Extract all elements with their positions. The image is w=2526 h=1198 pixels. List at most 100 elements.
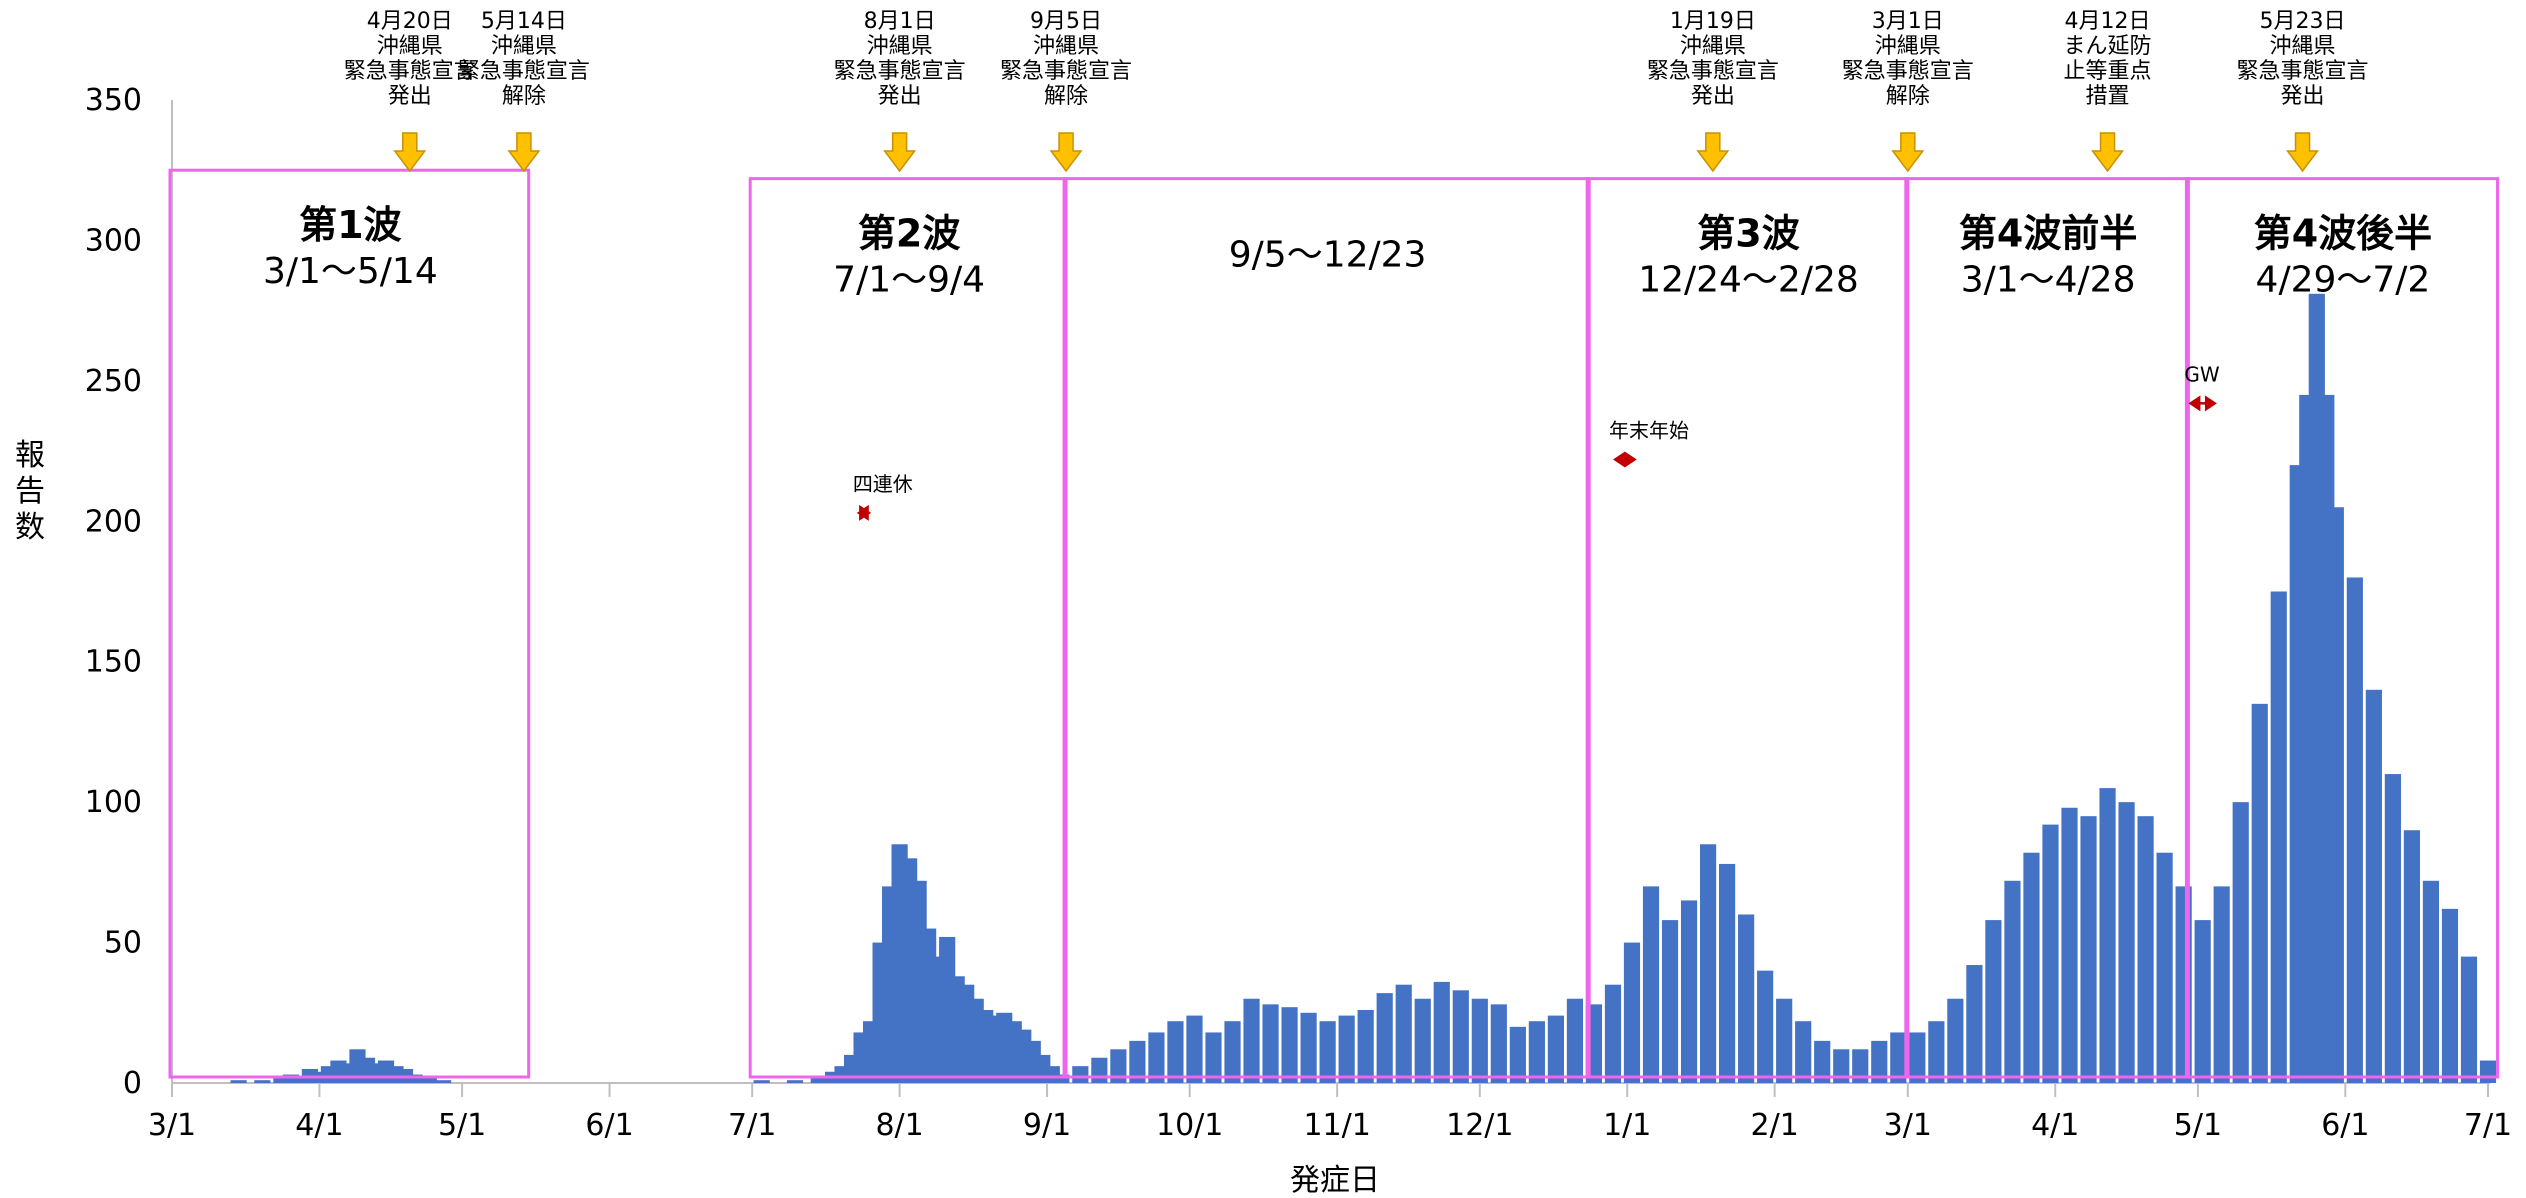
bar xyxy=(1319,1021,1336,1083)
bar xyxy=(1110,1049,1127,1083)
bar xyxy=(1699,844,1717,1083)
bar xyxy=(1776,998,1793,1083)
x-tick-label: 7/1 xyxy=(2464,1108,2512,1143)
bar xyxy=(1148,1032,1165,1083)
bar xyxy=(1262,1004,1279,1083)
y-tick-label: 50 xyxy=(104,926,142,961)
event-annotation: 4月20日沖縄県緊急事態宣言発出 xyxy=(344,9,476,173)
down-arrow-icon xyxy=(2286,132,2320,173)
x-tick-label: 4/1 xyxy=(2031,1108,2079,1143)
bar xyxy=(1604,984,1622,1083)
holiday-arrow-right xyxy=(1624,451,1637,468)
bar xyxy=(1642,886,1660,1083)
bar xyxy=(2042,824,2059,1083)
x-tick-label: 6/1 xyxy=(2321,1108,2369,1143)
bar xyxy=(2422,880,2440,1083)
wave-range: 4/29～7/2 xyxy=(2256,260,2431,301)
bar xyxy=(2460,956,2478,1083)
holiday-arrow-right xyxy=(2204,395,2217,412)
x-axis: 3/1 4/1 5/1 6/1 7/1 8/1 9/1 10/1 11/1 12/1 1/1 2/1 3… xyxy=(148,1082,2512,1143)
bar xyxy=(1928,1021,1945,1083)
holiday-arrow-left xyxy=(2188,395,2201,412)
y-axis: 0 50 100 150 200 250 300 350 xyxy=(85,83,173,1101)
y-tick-label: 300 xyxy=(85,223,142,258)
bar xyxy=(1719,863,1736,1083)
bar xyxy=(1186,1015,1203,1083)
bar xyxy=(2441,908,2459,1083)
bar xyxy=(1300,1012,1317,1083)
down-arrow-icon xyxy=(393,132,427,173)
bar xyxy=(230,1080,247,1083)
holiday-label: GW xyxy=(2184,362,2219,386)
event-text: 9月5日沖縄県緊急事態宣言解除 xyxy=(1000,9,1132,109)
holiday-arrow-left xyxy=(1612,451,1625,468)
bar xyxy=(420,1077,437,1083)
bar xyxy=(1795,1021,1812,1083)
bar xyxy=(2118,802,2135,1083)
x-tick-label: 5/1 xyxy=(438,1108,486,1143)
bar xyxy=(1224,1021,1241,1083)
y-tick-label: 200 xyxy=(85,504,142,539)
x-tick-label: 4/1 xyxy=(295,1108,343,1143)
wave-range: 12/24～2/28 xyxy=(1638,260,1859,301)
bar xyxy=(1452,990,1469,1083)
bar xyxy=(1167,1021,1184,1083)
x-tick-label: 2/1 xyxy=(1751,1108,1799,1143)
bar xyxy=(282,1074,299,1083)
y-tick-label: 150 xyxy=(85,645,142,680)
event-text: 5月14日沖縄県緊急事態宣言解除 xyxy=(458,9,590,109)
bar xyxy=(1833,1049,1850,1083)
bar xyxy=(2137,816,2154,1083)
event-text: 4月20日沖縄県緊急事態宣言発出 xyxy=(344,9,476,109)
x-tick-label: 3/1 xyxy=(1884,1108,1932,1143)
wave-range: 3/1～4/28 xyxy=(1961,260,2136,301)
x-tick-label: 9/1 xyxy=(1023,1108,1071,1143)
event-annotation: 1月19日沖縄県緊急事態宣言発出 xyxy=(1647,9,1779,173)
event-annotation: 8月1日沖縄県緊急事態宣言発出 xyxy=(834,9,966,173)
x-tick-label: 11/1 xyxy=(1303,1108,1370,1143)
x-tick-label: 1/1 xyxy=(1603,1108,1651,1143)
bar xyxy=(1376,993,1393,1083)
wave-box xyxy=(168,168,531,1079)
bar xyxy=(2403,830,2420,1083)
down-arrow-icon xyxy=(1049,132,1083,173)
bar xyxy=(2194,920,2211,1083)
down-arrow-icon xyxy=(507,132,541,173)
bar xyxy=(2061,807,2078,1083)
bar xyxy=(2384,774,2401,1083)
event-annotation: 9月5日沖縄県緊急事態宣言解除 xyxy=(1000,9,1132,173)
wave-name: 第4波後半 xyxy=(2254,212,2432,256)
wave-range: 3/1～5/14 xyxy=(263,251,438,292)
bar xyxy=(1738,914,1755,1083)
bar xyxy=(1909,1032,1926,1083)
bar xyxy=(2346,577,2363,1083)
bar xyxy=(2270,591,2287,1083)
holiday-label: 四連休 xyxy=(853,472,913,496)
y-tick-label: 250 xyxy=(85,364,142,399)
bar xyxy=(1414,998,1431,1083)
bar xyxy=(1623,942,1641,1083)
x-tick-label: 10/1 xyxy=(1156,1108,1223,1143)
bar xyxy=(2251,703,2268,1083)
bar xyxy=(1338,1015,1355,1083)
y-tick-label: 100 xyxy=(85,785,142,820)
event-text: 8月1日沖縄県緊急事態宣言発出 xyxy=(834,9,966,109)
bar xyxy=(406,1074,423,1083)
bar xyxy=(810,1077,827,1083)
bar xyxy=(1680,900,1698,1083)
wave-box xyxy=(1585,177,1910,1079)
y-tick-label: 350 xyxy=(85,83,142,118)
bar xyxy=(1566,998,1584,1083)
bar xyxy=(1966,965,1983,1083)
bar xyxy=(1814,1040,1831,1083)
bar xyxy=(273,1077,290,1083)
bar xyxy=(1471,998,1488,1083)
wave-box xyxy=(1904,177,2190,1079)
event-annotation: 4月12日まん延防止等重点措置 xyxy=(2064,9,2152,173)
bar xyxy=(2327,507,2344,1083)
bar xyxy=(1757,970,1774,1083)
bar xyxy=(1053,1074,1070,1083)
bar xyxy=(434,1080,452,1083)
